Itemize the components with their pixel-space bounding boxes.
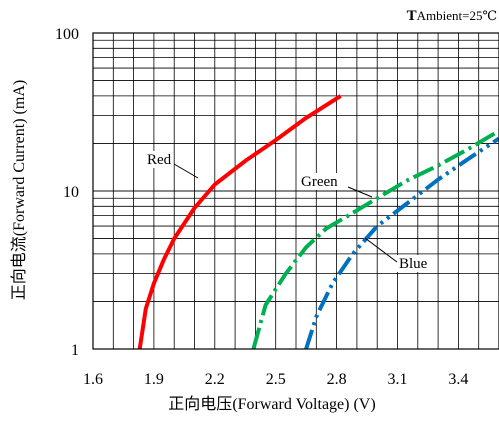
series-label-green: Green bbox=[301, 174, 338, 190]
x-axis-label-latin: (Forward Voltage) (V) bbox=[232, 396, 375, 413]
series-label-blue: Blue bbox=[399, 256, 428, 272]
series-red-line bbox=[137, 94, 342, 350]
curves bbox=[137, 94, 499, 350]
x-tick-label: 2.5 bbox=[266, 371, 286, 388]
series-green-line bbox=[251, 129, 499, 350]
ambient-text: Ambient=25℃ bbox=[417, 8, 497, 23]
x-axis-label-cjk: 正向电压 bbox=[168, 394, 232, 413]
series-label-red: Red bbox=[147, 152, 172, 168]
tick-labels: 1.6 1.9 2.2 2.5 2.8 3.1 3.4 1 10 100 bbox=[55, 26, 468, 388]
x-tick-label: 3.1 bbox=[388, 371, 408, 388]
ambient-annotation: TAmbient=25℃ bbox=[407, 8, 497, 24]
y-axis-label: 正向电流(Forward Current) (mA) bbox=[9, 80, 28, 300]
y-axis-label-latin: (Forward Current) (mA) bbox=[11, 80, 28, 236]
label-bg-green bbox=[299, 173, 343, 190]
series-labels: Red Green Blue bbox=[145, 151, 433, 272]
label-leader-green bbox=[347, 186, 373, 198]
ambient-bold-t: T bbox=[407, 8, 417, 24]
y-axis-label-cjk: 正向电流 bbox=[9, 236, 28, 300]
label-leader-blue bbox=[364, 237, 398, 263]
plot-frame bbox=[92, 32, 499, 350]
y-tick-label: 100 bbox=[55, 26, 79, 43]
x-tick-label: 1.6 bbox=[83, 371, 103, 388]
grid bbox=[92, 32, 499, 350]
label-bg-blue bbox=[397, 255, 433, 272]
x-tick-label: 2.2 bbox=[205, 371, 225, 388]
y-tick-label: 10 bbox=[63, 184, 79, 201]
label-bg-red bbox=[145, 151, 173, 168]
x-tick-label: 1.9 bbox=[144, 371, 164, 388]
plot-border bbox=[92, 32, 499, 350]
x-tick-label: 2.8 bbox=[327, 371, 347, 388]
y-tick-label: 1 bbox=[71, 342, 79, 359]
x-tick-label: 3.4 bbox=[448, 371, 468, 388]
label-leader-red bbox=[173, 163, 199, 179]
x-axis-label: 正向电压(Forward Voltage) (V) bbox=[168, 394, 375, 413]
series-blue-line bbox=[304, 136, 499, 350]
